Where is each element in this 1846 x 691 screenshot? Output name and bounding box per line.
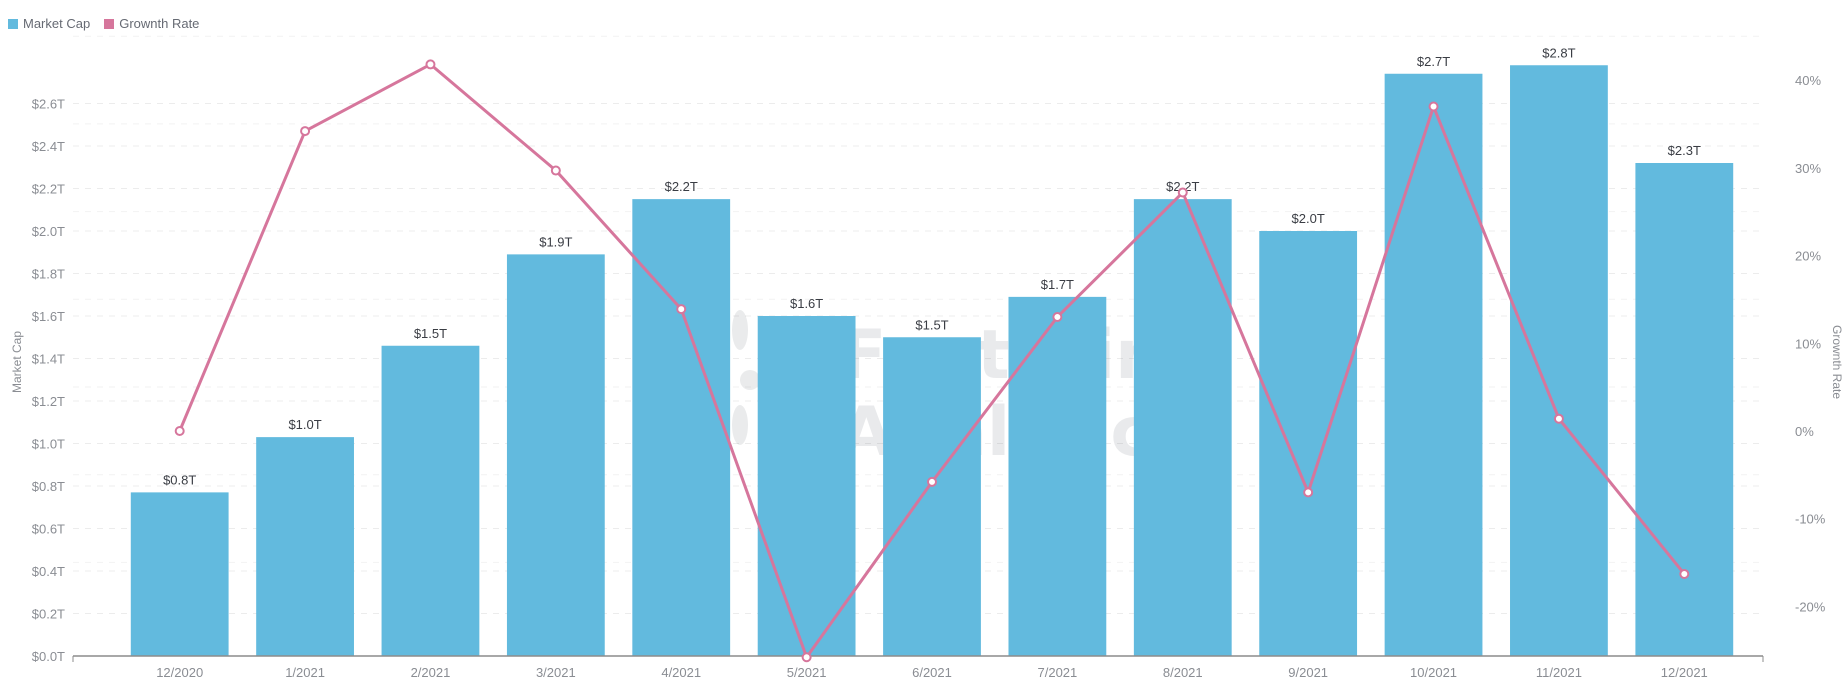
bar-8/2021[interactable]: $2.2T [1133, 179, 1232, 656]
bar-11/2021[interactable]: $2.8T [1510, 45, 1608, 656]
legend-label: Market Cap [23, 16, 91, 31]
x-axis-tick: 6/2021 [912, 665, 952, 680]
left-axis-tick: $1.2T [32, 394, 65, 409]
growth-rate-point[interactable] [927, 476, 937, 487]
market-cap-swatch-icon [8, 18, 18, 29]
axes: $0.0T $0.2T $0.4T $0.6T $0.8T $1.0T $1.2T $1.4T… [32, 73, 1826, 680]
bar-value-label: $0.8T [163, 472, 196, 487]
bar[interactable] [1635, 163, 1734, 656]
legend-label: Grownth Rate [119, 16, 200, 31]
right-axis-tick: 10% [1795, 336, 1821, 351]
bar-2/2021[interactable]: $1.5T [381, 326, 480, 656]
bar-9/2021[interactable]: $2.0T [1259, 211, 1358, 656]
right-axis-tick: 30% [1795, 161, 1821, 176]
x-axis-tick: 11/2021 [1536, 665, 1582, 680]
chart-legend: Market Cap Grownth Rate [8, 16, 199, 31]
left-axis-tick: $0.4T [32, 564, 65, 579]
left-axis-tick: $1.6T [32, 309, 65, 324]
growth-rate-line [174, 59, 1690, 663]
bar-value-label: $1.7T [1041, 277, 1074, 292]
bar[interactable] [632, 199, 731, 656]
growth-rate-point[interactable] [300, 126, 311, 137]
right-axis-tick: 0% [1795, 424, 1814, 439]
bar[interactable] [1008, 296, 1107, 656]
left-axis-tick: $1.4T [32, 352, 65, 367]
growth-rate-point[interactable] [550, 165, 561, 176]
right-axis-tick: 40% [1795, 73, 1821, 88]
bar[interactable] [1510, 65, 1608, 656]
bar-12/2020[interactable]: $0.8T [130, 472, 229, 656]
x-axis-tick: 1/2021 [285, 665, 325, 680]
x-axis-tick: 8/2021 [1163, 665, 1203, 680]
bar-value-label: $2.7T [1417, 54, 1450, 69]
bar-1/2021[interactable]: $1.0T [256, 417, 354, 656]
x-axis-tick: 10/2021 [1410, 665, 1457, 680]
growth-rate-point[interactable] [676, 304, 687, 315]
bar-value-label: $2.2T [665, 179, 698, 194]
left-axis-tick: $2.6T [32, 97, 65, 112]
x-axis-tick: 12/2021 [1661, 665, 1708, 680]
bar-value-label: $2.3T [1668, 143, 1701, 158]
market-cap-bars: $0.8T $1.0T $1.5T $1.9T $2.2T $1.6T $1.5T $1.7T… [130, 45, 1734, 656]
bar[interactable] [1259, 231, 1358, 656]
growth-rate-point[interactable] [1052, 311, 1063, 322]
left-axis-tick: $2.0T [32, 224, 65, 239]
growth-rate-point[interactable] [1679, 568, 1690, 579]
left-axis-tick: $2.4T [32, 139, 65, 154]
left-axis-title: Market Cap [10, 331, 24, 393]
left-axis-tick: $0.6T [32, 522, 65, 537]
bar-value-label: $1.5T [414, 326, 447, 341]
left-axis-tick: $0.0T [32, 649, 65, 664]
bar[interactable] [1384, 73, 1483, 656]
growth-rate-point[interactable] [1303, 487, 1314, 498]
bar-4/2021[interactable]: $2.2T [632, 179, 731, 656]
bar[interactable] [381, 345, 480, 656]
left-axis-tick: $1.8T [32, 267, 65, 282]
bar-value-label: $1.9T [539, 234, 572, 249]
x-axis-tick: 5/2021 [787, 665, 827, 680]
growth-rate-point[interactable] [1177, 187, 1188, 198]
growth-rate-point[interactable] [425, 59, 436, 70]
x-axis-tick: 12/2020 [156, 665, 203, 680]
bar-12/2021[interactable]: $2.3T [1635, 143, 1734, 656]
bar[interactable] [757, 316, 856, 656]
bar-3/2021[interactable]: $1.9T [506, 234, 605, 656]
bar[interactable] [506, 254, 605, 656]
bar[interactable] [130, 492, 229, 656]
bar-value-label: $1.6T [790, 296, 823, 311]
bar-value-label: $2.8T [1542, 45, 1575, 60]
left-axis-tick: $0.2T [32, 607, 65, 622]
legend-item-growth-rate[interactable]: Grownth Rate [104, 16, 199, 31]
bar[interactable] [256, 437, 354, 656]
bar[interactable] [883, 337, 981, 656]
left-axis-tick: $0.8T [32, 479, 65, 494]
right-axis-tick: -10% [1795, 512, 1826, 527]
x-axis-tick: 4/2021 [661, 665, 701, 680]
bar-10/2021[interactable]: $2.7T [1384, 54, 1483, 656]
bar-value-label: $2.2T [1166, 179, 1199, 194]
bar-6/2021[interactable]: $1.5T [883, 317, 981, 656]
bar-7/2021[interactable]: $1.7T [1008, 277, 1107, 656]
x-axis-tick: 9/2021 [1288, 665, 1328, 680]
growth-rate-swatch-icon [104, 18, 115, 29]
left-axis-tick: $2.2T [32, 182, 65, 197]
x-axis-tick: 3/2021 [536, 665, 576, 680]
bar[interactable] [1133, 199, 1232, 656]
legend-item-market-cap[interactable]: Market Cap [8, 16, 90, 31]
x-axis-tick: 7/2021 [1038, 665, 1078, 680]
growth-rate-point[interactable] [1428, 101, 1439, 112]
growth-rate-point[interactable] [174, 426, 185, 436]
bar-5/2021[interactable]: $1.6T [757, 296, 856, 656]
x-axis-tick: 2/2021 [411, 665, 451, 680]
right-axis-title: Grownth Rate [1830, 325, 1844, 399]
left-axis-tick: $1.0T [32, 437, 65, 452]
bar-value-label: $2.0T [1292, 211, 1325, 226]
bar-value-label: $1.5T [915, 317, 948, 332]
bar-value-label: $1.0T [288, 417, 321, 432]
growth-rate-point[interactable] [1553, 413, 1564, 424]
right-axis-tick: 20% [1795, 249, 1821, 264]
growth-rate-point[interactable] [801, 652, 812, 663]
right-axis-tick: -20% [1795, 599, 1826, 614]
